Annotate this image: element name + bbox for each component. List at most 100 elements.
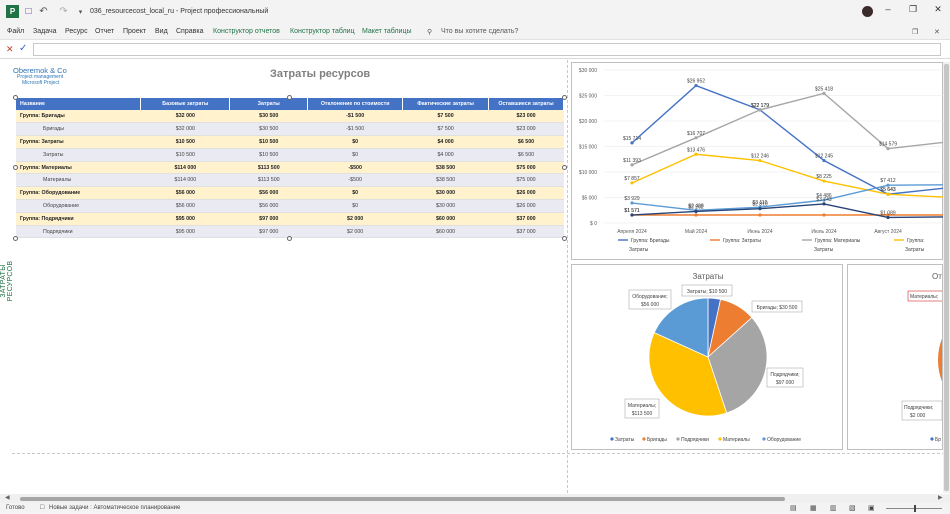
resize-handle[interactable] — [562, 165, 567, 170]
group-row[interactable]: Группа: Оборудование $56 000 $56 000 $0 $30 … — [16, 186, 564, 201]
resize-handle[interactable] — [13, 165, 18, 170]
y-tick-label: $ 0 — [590, 221, 597, 227]
table-row[interactable]: Подрядчики $95 000 $97 000 $2 000 $60 000 $37… — [16, 225, 564, 239]
data-point — [758, 108, 762, 112]
restore-icon[interactable]: ❐ — [908, 4, 918, 14]
user-avatar[interactable] — [862, 6, 873, 17]
legend-label: Оборудование — [767, 437, 801, 443]
menu-help[interactable]: Справка — [176, 28, 204, 35]
menu-file[interactable]: Файл — [7, 28, 25, 35]
data-point — [630, 201, 634, 205]
resource-cost-table[interactable]: Название Базовые затраты Затраты Отклоне… — [16, 98, 564, 239]
table-cell: $95 000 — [140, 225, 230, 239]
legend-label: Затраты — [629, 247, 649, 253]
report-view-icon[interactable]: ▣ — [868, 505, 875, 512]
ribbon-close-icon[interactable]: ✕ — [934, 29, 940, 36]
table-cell: $38 500 — [402, 161, 489, 175]
pie-slice — [938, 338, 942, 382]
tell-me-box[interactable]: Что вы хотите сделать? — [441, 28, 519, 35]
menu-table-designer[interactable]: Конструктор таблиц — [290, 28, 355, 35]
resize-handle[interactable] — [562, 236, 567, 241]
table-cell: -$500 — [307, 173, 403, 188]
confirm-entry-icon[interactable]: ✓ — [19, 43, 28, 54]
table-cell: $10 500 — [140, 135, 230, 149]
undo-icon[interactable]: ↶ — [39, 6, 48, 17]
data-label: $26 952 — [687, 79, 705, 85]
x-tick-label: Май 2024 — [685, 228, 708, 235]
pie-chart-2-panel[interactable]: От Материалы; Подрядчики; $2 000 Бр — [847, 264, 943, 450]
menu-view[interactable]: Вид — [155, 28, 168, 35]
menu-task[interactable]: Задача — [33, 28, 57, 35]
resize-handle[interactable] — [13, 236, 18, 241]
status-new-tasks[interactable]: Новые задачи : Автоматическое планирован… — [49, 505, 181, 511]
save-icon[interactable]: □ — [25, 6, 32, 17]
pie-chart-panel[interactable]: Затраты Затраты; $10 500 Бригады; $30 500 П… — [571, 264, 843, 450]
group-row[interactable]: Группа: Бригады $32 000 $30 500 -$1 500 $7 5… — [16, 110, 564, 124]
legend-label: Группа: Материалы — [815, 238, 861, 244]
zoom-slider-thumb[interactable] — [914, 505, 916, 512]
col-header-name: Название — [16, 98, 142, 110]
table-cell: $32 000 — [140, 122, 230, 137]
vertical-scroll-thumb[interactable] — [944, 64, 949, 491]
data-label: $16 707 — [687, 131, 705, 137]
data-label: $5 643 — [880, 187, 896, 193]
resize-handle[interactable] — [13, 95, 18, 100]
data-label: Подрядчики; — [904, 405, 933, 411]
menu-table-layout[interactable]: Макет таблицы — [362, 28, 412, 35]
horizontal-scrollbar[interactable]: ◀ ▶ — [0, 494, 950, 503]
line-chart-panel[interactable]: $30 000 $25 000 $20 000 $15 000 $10 000 $5 00… — [571, 62, 950, 260]
data-label: $25 418 — [815, 86, 833, 92]
data-point — [822, 213, 826, 217]
cancel-entry-icon[interactable]: ✕ — [6, 44, 14, 54]
group-row[interactable]: Группа: Материалы $114 000 $113 500 -$500 $3… — [16, 161, 564, 175]
col-header-cost: Затраты — [229, 98, 309, 110]
table-cell: $56 000 — [229, 199, 308, 213]
table-row[interactable]: Бригады $32 000 $30 500 -$1 500 $7 500 $23 00… — [16, 122, 564, 137]
group-row[interactable]: Группа: Подрядчики $95 000 $97 000 $2 000 $6… — [16, 212, 564, 226]
minimize-icon[interactable]: – — [885, 4, 891, 14]
y-tick-label: $15 000 — [579, 145, 597, 151]
ribbon-window-icon[interactable]: ❐ — [912, 29, 919, 36]
resize-handle[interactable] — [287, 236, 292, 241]
group-row[interactable]: Группа: Затраты $10 500 $10 500 $0 $4 000 $6 … — [16, 135, 564, 149]
table-row[interactable]: Материалы $114 000 $113 500 -$500 $38 500 $75… — [16, 173, 564, 188]
menu-bar: Файл Задача Ресурс Отчет Проект Вид Спра… — [0, 24, 950, 40]
data-label: Оборудование; — [632, 294, 667, 300]
table-row[interactable]: Затраты $10 500 $10 500 $0 $4 000 $6 500 — [16, 148, 564, 162]
close-icon[interactable]: ✕ — [934, 4, 942, 14]
x-tick-label: Июль 2024 — [811, 229, 836, 235]
table-row[interactable]: Оборудование $56 000 $56 000 $0 $30 000 $26 0… — [16, 199, 564, 213]
table-cell: $7 500 — [402, 122, 489, 137]
task-mode-icon[interactable]: □ — [40, 504, 45, 511]
menu-project[interactable]: Проект — [123, 28, 147, 35]
legend-swatch — [762, 437, 766, 441]
menu-report-designer[interactable]: Конструктор отчетов — [213, 28, 280, 35]
scroll-right-icon[interactable]: ▶ — [938, 495, 943, 501]
vertical-scrollbar[interactable] — [943, 62, 950, 493]
redo-icon[interactable]: ↷ — [59, 6, 68, 17]
scroll-left-icon[interactable]: ◀ — [5, 495, 10, 501]
resize-handle[interactable] — [562, 95, 567, 100]
table-cell: $7 500 — [402, 110, 489, 124]
legend-label: Затраты — [814, 247, 834, 253]
team-planner-icon[interactable]: ▥ — [830, 505, 837, 512]
series-line — [631, 84, 950, 195]
data-label: $13 476 — [687, 147, 705, 153]
horizontal-scroll-thumb[interactable] — [20, 497, 785, 501]
data-label: $12 246 — [751, 154, 769, 160]
resize-handle[interactable] — [287, 95, 292, 100]
entry-input[interactable] — [33, 43, 941, 56]
data-label: $14 579 — [879, 142, 897, 148]
customize-icon[interactable]: ▾ — [78, 8, 83, 16]
table-cell: $30 000 — [402, 199, 489, 213]
data-point — [694, 209, 698, 214]
resource-sheet-icon[interactable]: ▧ — [849, 505, 856, 512]
task-usage-icon[interactable]: ▦ — [810, 505, 817, 512]
legend-label: Группа: Затраты — [723, 238, 761, 244]
menu-report[interactable]: Отчет — [95, 28, 115, 35]
gantt-view-icon[interactable]: ▤ — [790, 505, 797, 512]
data-point — [694, 83, 698, 88]
y-tick-label: $25 000 — [579, 94, 597, 100]
legend-label: Бр — [935, 437, 941, 443]
menu-resource[interactable]: Ресурс — [65, 28, 88, 35]
